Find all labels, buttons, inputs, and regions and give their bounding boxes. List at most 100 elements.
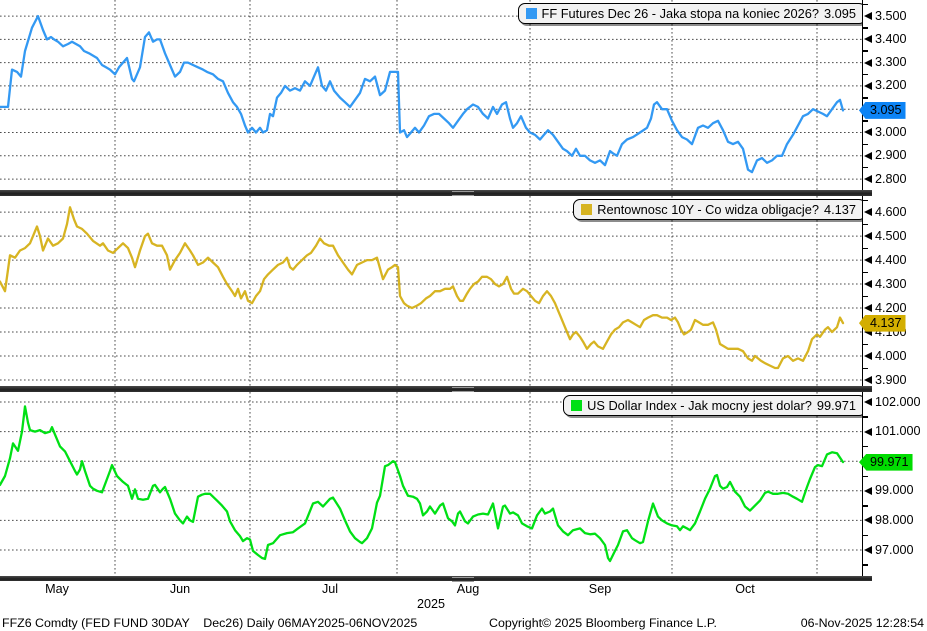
10y-yield-line-chart[interactable] <box>0 196 862 386</box>
us-dollar-index-series-line <box>0 405 845 563</box>
y-axis-tick-icon <box>864 128 872 137</box>
y-axis-tick-icon <box>864 304 872 313</box>
y-axis-tick-label: 97.000 <box>875 542 914 557</box>
y-axis-minor-tick <box>863 199 868 202</box>
legend-ff-futures[interactable]: FF Futures Dec 26 - Jaka stopa na koniec… <box>517 3 862 24</box>
y-axis-tick-icon <box>864 256 872 265</box>
y-axis-tick-icon <box>864 12 872 21</box>
y-axis-tick-label: 4.300 <box>875 276 907 291</box>
y-axis-tick-icon <box>864 398 872 406</box>
y-axis-minor-tick <box>863 475 868 477</box>
y-axis-tick-label: 4.200 <box>875 300 907 315</box>
y-axis-minor-tick <box>863 247 868 250</box>
month-label: Aug <box>456 582 480 596</box>
y-axis-minor-tick <box>863 343 868 346</box>
ff-futures-line-chart[interactable] <box>0 0 862 190</box>
y-axis-minor-tick <box>863 223 868 226</box>
dollar-index-y-axis[interactable]: 102.000 101.000 99.000 98.000 97.000 99.971 <box>859 392 927 576</box>
splitter-grip-icon <box>452 387 474 392</box>
y-axis-tick-label: 3.200 <box>875 78 907 93</box>
ff-futures-dec26-last-value-tag: 3.095 <box>859 101 906 119</box>
y-axis-tick-label: 2.900 <box>875 148 907 163</box>
panel-10y-yield: Rentownosc 10Y - Co widza obligacje? 4.1… <box>0 196 862 386</box>
splitter-grip-icon <box>452 191 474 196</box>
y-axis-tick-icon <box>864 427 872 436</box>
y-axis-minor-tick <box>863 416 868 418</box>
y-axis-tick-label: 4.400 <box>875 252 907 267</box>
y-axis-minor-tick <box>863 445 868 448</box>
y-axis-minor-tick <box>863 534 868 537</box>
y-axis-tick-icon <box>864 208 872 217</box>
y-axis-minor-tick <box>863 367 868 369</box>
x-axis-labels: May Jun Jul Aug Sep Oct <box>0 582 862 597</box>
y-axis-tick-icon <box>864 81 872 90</box>
y-axis-tick-icon <box>864 546 872 554</box>
y-axis-minor-tick <box>863 3 868 6</box>
dollar-index-line-chart[interactable] <box>0 392 862 576</box>
legend-dollar-index[interactable]: US Dollar Index - Jak mocny jest dolar? … <box>563 395 862 416</box>
ff-futures-y-axis[interactable]: 3.500 3.400 3.300 3.200 3.000 2.900 2.800 3.095 <box>859 0 927 190</box>
y-axis-tick-label: 99.000 <box>875 483 914 498</box>
legend-value: 99.971 <box>816 398 856 413</box>
y-axis-tick-label: 3.300 <box>875 55 907 70</box>
y-axis-tick-icon <box>864 352 872 360</box>
security-description: FFZ6 Comdty (FED FUND 30DAY Dec26) Daily… <box>2 616 418 630</box>
y-axis-tick-label: 2.800 <box>875 171 907 186</box>
footer-bar: FFZ6 Comdty (FED FUND 30DAY Dec26) Daily… <box>0 614 927 631</box>
legend-10y-yield[interactable]: Rentownosc 10Y - Co widza obligacje? 4.1… <box>573 199 862 220</box>
month-label: Oct <box>735 582 755 596</box>
legend-label: US Dollar Index - Jak mocny jest dolar? <box>587 398 812 413</box>
y-axis-tick-label: 3.500 <box>875 8 907 23</box>
y-axis-minor-tick <box>863 564 868 566</box>
splitter-grip-icon <box>452 577 474 582</box>
y-axis-tick-icon <box>864 232 872 241</box>
y-axis-tick-label: 3.000 <box>875 124 907 139</box>
y-axis-minor-tick <box>863 73 868 76</box>
timestamp: 06-Nov-2025 12:28:54 <box>800 616 924 630</box>
panel-dollar-index: US Dollar Index - Jak mocny jest dolar? … <box>0 392 862 576</box>
y-axis-tick-label: 4.500 <box>875 228 907 243</box>
month-label: May <box>45 582 69 596</box>
panel-splitter[interactable] <box>0 386 872 392</box>
y-axis-minor-tick <box>863 120 868 122</box>
y-axis-minor-tick <box>863 271 868 274</box>
us-dollar-index-last-value-tag: 99.971 <box>859 453 913 471</box>
ff-futures-swatch-icon <box>525 8 537 19</box>
legend-label: Rentownosc 10Y - Co widza obligacje? <box>597 202 819 217</box>
y-axis-minor-tick <box>863 295 868 298</box>
y-axis-minor-tick <box>863 143 868 146</box>
y-axis-tick-icon <box>864 486 872 495</box>
y-axis-tick-icon <box>864 280 872 289</box>
legend-value: 4.137 <box>823 202 856 217</box>
panel-splitter[interactable] <box>0 576 872 582</box>
panel-ff-futures: FF Futures Dec 26 - Jaka stopa na koniec… <box>0 0 862 190</box>
rentownosc-10y-last-value-tag: 4.137 <box>859 314 906 332</box>
month-label: Jun <box>169 582 191 596</box>
y-axis-tick-label: 3.400 <box>875 31 907 46</box>
panel-splitter[interactable] <box>0 190 872 196</box>
y-axis-tick-label: 98.000 <box>875 512 914 527</box>
month-label: Sep <box>588 582 612 596</box>
ff-futures-dec26-series-line <box>0 14 845 174</box>
y-axis-tick-label: 4.000 <box>875 348 907 363</box>
y-axis-tick-icon <box>864 35 872 44</box>
rentownosc-10y-series-line <box>0 206 845 370</box>
y-axis-tick-icon <box>864 151 872 160</box>
y-axis-tick-label: 4.600 <box>875 204 907 219</box>
y-axis-tick-label: 101.000 <box>875 424 921 439</box>
dollar-index-swatch-icon <box>571 400 583 411</box>
y-axis-tick-icon <box>864 376 872 384</box>
y-axis-tick-label: 3.900 <box>875 372 907 387</box>
y-axis-minor-tick <box>863 97 868 99</box>
year-label: 2025 <box>416 597 446 611</box>
y-axis-minor-tick <box>863 27 868 29</box>
copyright-text: Copyright© 2025 Bloomberg Finance L.P. <box>489 616 717 630</box>
y-axis-tick-label: 102.000 <box>875 394 921 409</box>
10y-yield-swatch-icon <box>581 204 593 215</box>
10y-yield-y-axis[interactable]: 4.6004.5004.4004.3004.2004.1004.0003.900… <box>859 196 927 387</box>
y-axis-tick-icon <box>864 175 872 184</box>
month-label: Jul <box>321 582 339 596</box>
legend-label: FF Futures Dec 26 - Jaka stopa na koniec… <box>541 6 819 21</box>
y-axis-tick-icon <box>864 58 872 67</box>
legend-value: 3.095 <box>823 6 856 21</box>
